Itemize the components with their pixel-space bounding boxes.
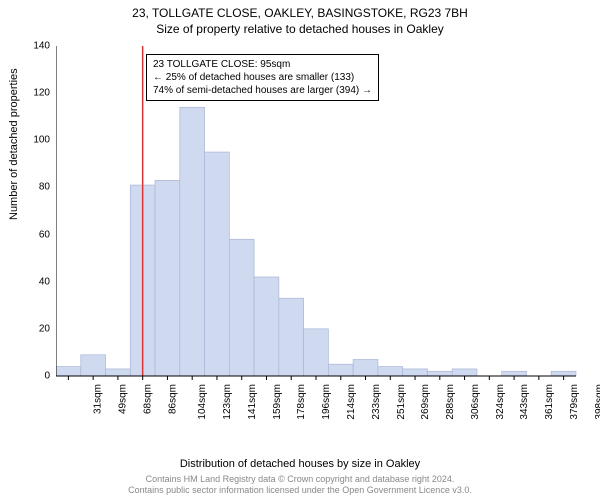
histogram-bar [229,239,254,376]
x-tick-label: 343sqm [519,384,530,420]
histogram-bar [180,107,205,376]
footer-line-2: Contains public sector information licen… [0,485,600,496]
page-title: 23, TOLLGATE CLOSE, OAKLEY, BASINGSTOKE,… [0,0,600,20]
x-tick-label: 306sqm [470,384,481,420]
histogram-bar [378,367,403,376]
x-tick-label: 269sqm [420,384,431,420]
x-tick-label: 361sqm [544,384,555,420]
x-tick-label: 86sqm [167,384,178,414]
y-axis-label: Number of detached properties [8,68,20,220]
footer-line-1: Contains HM Land Registry data © Crown c… [0,474,600,485]
histogram-bar [304,329,329,376]
y-tick-label: 60 [39,229,50,240]
histogram-bar [403,369,428,376]
histogram-chart: 020406080100120140 31sqm49sqm68sqm86sqm1… [56,46,580,426]
histogram-bar [452,369,477,376]
y-tick-label: 0 [44,371,50,382]
x-tick-label: 49sqm [118,384,129,414]
x-tick-label: 379sqm [569,384,580,420]
x-tick-label: 288sqm [445,384,456,420]
histogram-bar [155,180,180,376]
page-subtitle: Size of property relative to detached ho… [0,22,600,36]
x-axis-label: Distribution of detached houses by size … [0,458,600,470]
histogram-bar [353,360,378,377]
histogram-bar [254,277,279,376]
annotation-box: 23 TOLLGATE CLOSE: 95sqm ← 25% of detach… [146,54,379,101]
x-tick-label: 31sqm [93,384,104,414]
y-tick-label: 80 [39,182,50,193]
x-tick-label: 159sqm [272,384,283,420]
histogram-bar [205,152,230,376]
histogram-bar [106,369,131,376]
x-tick-label: 251sqm [396,384,407,420]
histogram-bar [81,355,106,376]
y-tick-label: 140 [33,41,50,52]
annotation-line-2: ← 25% of detached houses are smaller (13… [153,71,372,84]
x-tick-label: 141sqm [247,384,258,420]
histogram-bar [328,364,353,376]
x-tick-label: 233sqm [371,384,382,420]
x-tick-label: 324sqm [495,384,506,420]
y-tick-label: 40 [39,276,50,287]
x-tick-label: 398sqm [594,384,600,420]
histogram-bar [551,371,576,376]
x-tick-label: 104sqm [198,384,209,420]
footer: Contains HM Land Registry data © Crown c… [0,474,600,496]
y-tick-label: 20 [39,323,50,334]
x-tick-label: 214sqm [346,384,357,420]
y-tick-label: 100 [33,135,50,146]
x-tick-label: 178sqm [297,384,308,420]
annotation-line-1: 23 TOLLGATE CLOSE: 95sqm [153,58,372,71]
x-tick-label: 123sqm [222,384,233,420]
histogram-bar [502,371,527,376]
chart-svg [56,46,580,426]
y-tick-label: 120 [33,88,50,99]
histogram-bar [279,298,304,376]
histogram-bar [56,367,81,376]
x-tick-label: 196sqm [321,384,332,420]
annotation-line-3: 74% of semi-detached houses are larger (… [153,84,372,97]
x-tick-label: 68sqm [142,384,153,414]
histogram-bar [427,371,452,376]
